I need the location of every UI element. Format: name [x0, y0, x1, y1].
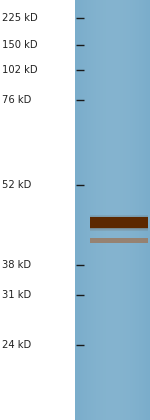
- Bar: [114, 0, 115, 420]
- Bar: [111, 0, 112, 420]
- Bar: [99, 0, 100, 420]
- Bar: [129, 0, 130, 420]
- Bar: [90, 216, 148, 218]
- Bar: [110, 0, 111, 420]
- Text: 24 kD: 24 kD: [2, 340, 31, 350]
- Bar: [90, 215, 148, 216]
- Bar: [84, 0, 85, 420]
- Bar: [142, 0, 143, 420]
- Bar: [141, 0, 142, 420]
- Bar: [124, 0, 125, 420]
- Bar: [117, 0, 118, 420]
- Bar: [82, 0, 83, 420]
- Text: 31 kD: 31 kD: [2, 290, 31, 300]
- Bar: [120, 0, 121, 420]
- Bar: [90, 229, 148, 231]
- Bar: [122, 0, 123, 420]
- Text: 52 kD: 52 kD: [2, 180, 31, 190]
- Text: 38 kD: 38 kD: [2, 260, 31, 270]
- Bar: [96, 0, 97, 420]
- Bar: [97, 0, 98, 420]
- Bar: [90, 0, 91, 420]
- Bar: [77, 0, 78, 420]
- Bar: [85, 0, 86, 420]
- Bar: [145, 0, 146, 420]
- Bar: [88, 0, 89, 420]
- Bar: [89, 0, 90, 420]
- Bar: [118, 0, 119, 420]
- Bar: [86, 0, 87, 420]
- Bar: [75, 0, 76, 420]
- Bar: [108, 0, 109, 420]
- Bar: [94, 0, 95, 420]
- Bar: [113, 0, 114, 420]
- Bar: [105, 0, 106, 420]
- Bar: [102, 0, 103, 420]
- Bar: [143, 0, 144, 420]
- Bar: [119, 0, 120, 420]
- Bar: [139, 0, 140, 420]
- Bar: [130, 0, 131, 420]
- Bar: [109, 0, 110, 420]
- Bar: [100, 0, 101, 420]
- Bar: [95, 0, 96, 420]
- Bar: [147, 0, 148, 420]
- Bar: [90, 228, 148, 229]
- Bar: [133, 0, 134, 420]
- Bar: [76, 0, 77, 420]
- Bar: [75, 0, 150, 420]
- Bar: [104, 0, 105, 420]
- Bar: [81, 0, 82, 420]
- Bar: [132, 0, 133, 420]
- Bar: [98, 0, 99, 420]
- Bar: [92, 0, 93, 420]
- Bar: [90, 216, 148, 228]
- Bar: [131, 0, 132, 420]
- Bar: [79, 0, 80, 420]
- Bar: [83, 0, 84, 420]
- Bar: [78, 0, 79, 420]
- Bar: [90, 237, 148, 242]
- Text: 150 kD: 150 kD: [2, 40, 38, 50]
- Bar: [101, 0, 102, 420]
- Bar: [148, 0, 149, 420]
- Bar: [127, 0, 128, 420]
- Bar: [126, 0, 127, 420]
- Bar: [136, 0, 137, 420]
- Text: 225 kD: 225 kD: [2, 13, 38, 23]
- Bar: [123, 0, 124, 420]
- Bar: [125, 0, 126, 420]
- Bar: [103, 0, 104, 420]
- Bar: [91, 0, 92, 420]
- Text: 102 kD: 102 kD: [2, 65, 38, 75]
- Bar: [138, 0, 139, 420]
- Bar: [106, 0, 107, 420]
- Bar: [107, 0, 108, 420]
- Bar: [137, 0, 138, 420]
- Bar: [87, 0, 88, 420]
- Bar: [146, 0, 147, 420]
- Bar: [80, 0, 81, 420]
- Bar: [128, 0, 129, 420]
- Bar: [112, 0, 113, 420]
- Bar: [134, 0, 135, 420]
- Bar: [115, 0, 116, 420]
- Bar: [135, 0, 136, 420]
- Bar: [121, 0, 122, 420]
- Bar: [93, 0, 94, 420]
- Bar: [144, 0, 145, 420]
- Bar: [149, 0, 150, 420]
- Text: 76 kD: 76 kD: [2, 95, 31, 105]
- Bar: [116, 0, 117, 420]
- Bar: [140, 0, 141, 420]
